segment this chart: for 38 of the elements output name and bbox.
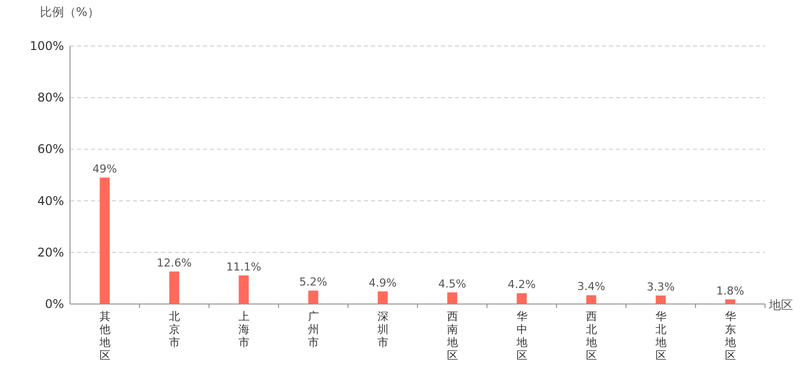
bar [656, 295, 666, 304]
bar [586, 295, 596, 304]
data-label: 5.2% [299, 276, 328, 289]
data-label: 4.2% [508, 278, 536, 292]
data-label: 3.3% [646, 280, 675, 294]
x-tick-label: 西北地区 [584, 310, 597, 362]
x-tick-label: 华北地区 [654, 310, 666, 362]
bar [169, 271, 180, 304]
bar [238, 275, 249, 304]
data-label: 4.9% [368, 276, 397, 290]
x-tick-label: 其他地区 [98, 310, 110, 362]
x-tick-label: 上海市 [238, 310, 250, 349]
y-tick-label: 100% [30, 39, 64, 53]
x-tick-label: 北京市 [168, 310, 180, 349]
x-tick-label: 广州市 [308, 310, 319, 349]
x-axis-title: 地区 [768, 298, 793, 312]
y-axis-title: 比例（%） [40, 5, 100, 19]
data-label: 4.5% [438, 277, 466, 290]
bar [308, 290, 318, 304]
bar [725, 299, 736, 304]
y-tick-label: 20% [37, 245, 64, 260]
y-tick-label: 60% [37, 142, 64, 156]
bar [447, 292, 458, 304]
data-label: 3.4% [577, 280, 606, 294]
data-label: 49% [92, 162, 117, 176]
x-tick-label: 西南地区 [446, 310, 458, 362]
x-tick-label: 华中地区 [515, 310, 528, 362]
data-label: 1.8% [716, 284, 744, 298]
y-tick-label: 40% [37, 194, 64, 208]
y-tick-label: 80% [37, 90, 64, 105]
bar [516, 293, 527, 304]
bar [378, 291, 388, 304]
data-label: 12.6% [156, 256, 192, 270]
y-tick-label: 0% [44, 297, 64, 311]
x-tick-label: 深圳市 [376, 310, 388, 349]
data-label: 11.1% [226, 260, 262, 274]
x-tick-label: 华东地区 [724, 310, 736, 362]
bar [100, 178, 110, 304]
